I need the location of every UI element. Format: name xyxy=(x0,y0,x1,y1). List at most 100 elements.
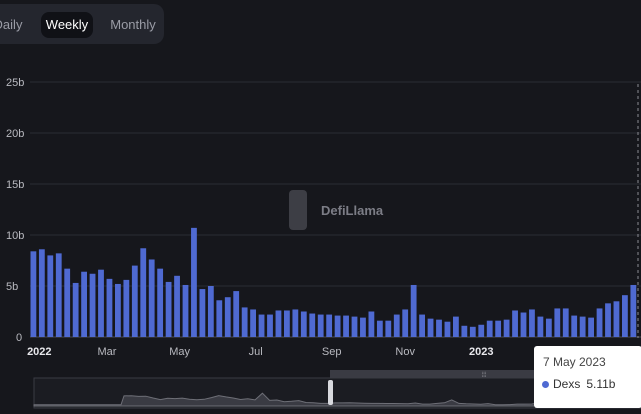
y-tick-label: 5b xyxy=(6,281,18,293)
bar[interactable] xyxy=(596,308,603,337)
bar[interactable] xyxy=(98,269,104,337)
bar[interactable] xyxy=(537,316,544,337)
bar[interactable] xyxy=(461,325,468,337)
x-tick-label: Mar xyxy=(97,346,116,358)
bar[interactable] xyxy=(419,314,425,337)
bar[interactable] xyxy=(469,326,476,337)
bar[interactable] xyxy=(258,314,265,337)
bar[interactable] xyxy=(115,283,121,337)
bar[interactable] xyxy=(622,295,628,337)
bar[interactable] xyxy=(554,308,561,337)
bar[interactable] xyxy=(89,273,96,337)
brush-selection-bar[interactable] xyxy=(330,370,641,378)
bar[interactable] xyxy=(478,324,485,337)
bar[interactable] xyxy=(233,291,240,337)
tooltip-value: 5.11b xyxy=(586,377,616,391)
bar[interactable] xyxy=(81,271,87,337)
y-tick-label: 15b xyxy=(6,179,24,191)
bar[interactable] xyxy=(106,278,113,337)
bar[interactable] xyxy=(351,316,358,337)
bars xyxy=(30,227,637,338)
brush-left-handle[interactable] xyxy=(328,380,333,405)
bar[interactable] xyxy=(250,309,256,337)
bar[interactable] xyxy=(512,310,518,337)
bar[interactable] xyxy=(605,303,611,337)
y-axis-ticks: 0 5b 10b 15b 20b 25b xyxy=(6,77,24,344)
bar[interactable] xyxy=(334,315,341,337)
bar[interactable] xyxy=(216,300,223,337)
bar[interactable] xyxy=(402,309,409,337)
bar[interactable] xyxy=(453,316,459,337)
bar[interactable] xyxy=(207,286,214,337)
y-tick-label: 25b xyxy=(6,77,24,89)
bar[interactable] xyxy=(241,307,248,337)
bar[interactable] xyxy=(72,282,79,337)
bar[interactable] xyxy=(292,309,299,337)
bar[interactable] xyxy=(495,320,502,337)
y-tick-label: 0 xyxy=(16,332,22,344)
bar[interactable] xyxy=(630,284,637,337)
bar[interactable] xyxy=(165,281,172,337)
bar[interactable] xyxy=(275,310,282,337)
bar[interactable] xyxy=(520,312,527,337)
x-tick-label: Sep xyxy=(322,346,342,358)
bar[interactable] xyxy=(199,289,206,337)
bar[interactable] xyxy=(579,316,586,337)
bar[interactable] xyxy=(309,313,316,337)
x-tick-label: May xyxy=(169,346,190,358)
series-dot-icon xyxy=(542,381,549,389)
bar[interactable] xyxy=(55,253,62,337)
y-tick-label: 20b xyxy=(6,128,24,140)
bar[interactable] xyxy=(30,251,37,337)
tooltip-series: Dexs xyxy=(553,377,581,391)
bar[interactable] xyxy=(486,320,493,337)
tooltip-row: Dexs 5.11b xyxy=(542,377,615,391)
bar[interactable] xyxy=(571,315,578,337)
bar[interactable] xyxy=(503,319,510,337)
bar[interactable] xyxy=(317,314,324,337)
bar[interactable] xyxy=(191,227,197,337)
tooltip-date: 7 May 2023 xyxy=(543,355,606,369)
bar[interactable] xyxy=(393,314,400,337)
brush-minimap xyxy=(33,392,641,407)
bar[interactable] xyxy=(123,279,130,337)
bar[interactable] xyxy=(613,301,620,337)
bar[interactable] xyxy=(64,268,71,337)
bar[interactable] xyxy=(360,317,366,337)
bar[interactable] xyxy=(444,321,451,337)
bar[interactable] xyxy=(47,255,54,337)
bar[interactable] xyxy=(174,275,180,337)
watermark-text: DefiLlama xyxy=(321,203,384,218)
bar[interactable] xyxy=(368,311,375,338)
tab-monthly[interactable]: Monthly xyxy=(110,17,156,32)
interval-toggle: Daily Weekly Monthly xyxy=(0,4,164,44)
bar[interactable] xyxy=(148,259,155,337)
bar[interactable] xyxy=(131,265,138,337)
bar[interactable] xyxy=(157,268,164,337)
x-tick-label: Nov xyxy=(395,346,415,358)
bar[interactable] xyxy=(529,309,535,337)
bar[interactable] xyxy=(427,318,434,337)
bar[interactable] xyxy=(343,315,349,337)
bar[interactable] xyxy=(326,314,333,337)
x-tick-label: 2023 xyxy=(469,346,493,358)
tab-daily[interactable]: Daily xyxy=(0,17,23,32)
brush-grip-icon[interactable]: ⦙⦙⦙ xyxy=(482,371,487,379)
bar[interactable] xyxy=(140,248,147,337)
bar[interactable] xyxy=(224,297,231,337)
bar[interactable] xyxy=(410,284,417,337)
bar[interactable] xyxy=(562,308,569,337)
bar[interactable] xyxy=(300,311,307,338)
bar[interactable] xyxy=(545,318,552,337)
bar[interactable] xyxy=(267,314,273,337)
bar[interactable] xyxy=(284,310,290,337)
bar[interactable] xyxy=(436,319,442,337)
defillama-logo-icon xyxy=(289,190,307,230)
bar[interactable] xyxy=(385,320,392,337)
y-tick-label: 10b xyxy=(6,230,24,242)
bar[interactable] xyxy=(182,284,189,337)
bar[interactable] xyxy=(38,249,45,337)
bar[interactable] xyxy=(376,320,383,337)
bar[interactable] xyxy=(588,317,594,337)
tab-weekly[interactable]: Weekly xyxy=(41,12,93,38)
